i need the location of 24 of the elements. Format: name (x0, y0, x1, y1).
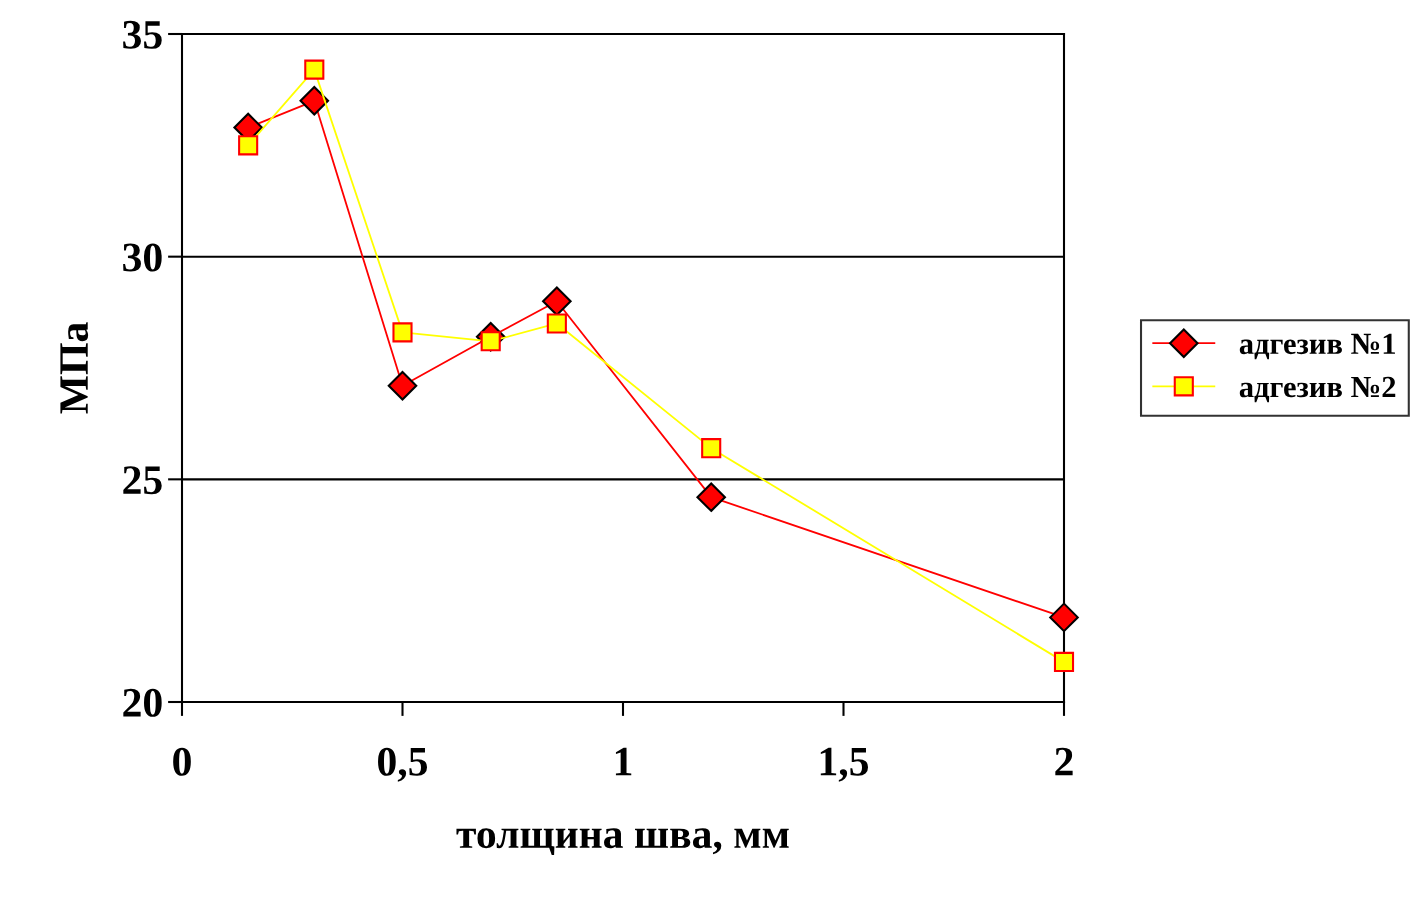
point (1053, 651, 1075, 672)
legend-label: адгезив №1 (1239, 333, 1395, 360)
point (542, 286, 572, 316)
point (387, 371, 418, 401)
point (392, 322, 413, 343)
point (546, 313, 567, 334)
y-tick-label: 30 (123, 243, 162, 272)
x-tick-label: 0 (173, 747, 191, 776)
y-tick-label: 25 (123, 466, 162, 495)
point (701, 438, 722, 459)
point (299, 86, 330, 116)
point (304, 59, 325, 80)
point (1049, 602, 1079, 633)
point (696, 482, 726, 512)
y-axis-title: МПа (60, 322, 89, 414)
y-tick-label: 20 (123, 688, 162, 717)
x-tick-label: 0,5 (378, 747, 428, 782)
x-tick-label: 2 (1055, 747, 1073, 776)
x-tick-label: 1 (615, 747, 632, 776)
x-tick-label: 1,5 (820, 747, 869, 782)
point (238, 135, 259, 156)
x-axis-title: толщина шва, мм (456, 828, 789, 856)
y-tick-label: 35 (123, 20, 162, 49)
legend-label: адгезив №2 (1239, 376, 1396, 403)
